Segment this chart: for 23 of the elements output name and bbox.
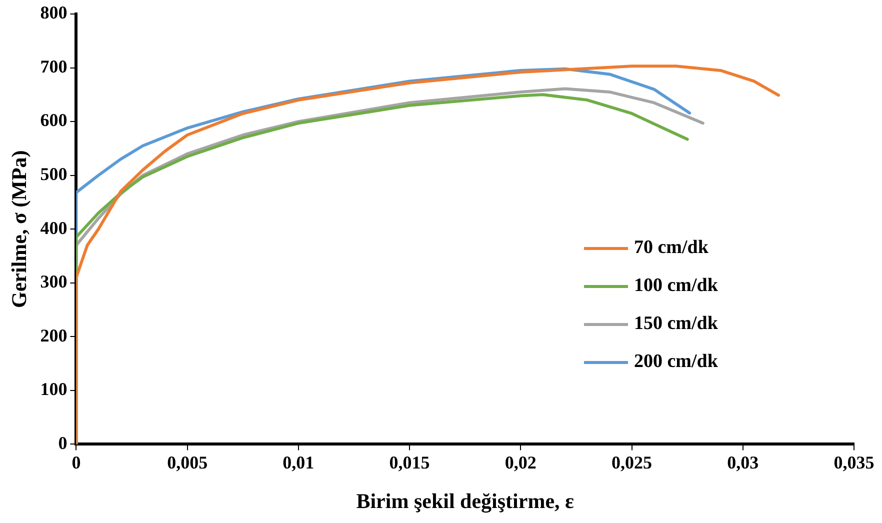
- x-tick-label: 0,03: [727, 452, 759, 473]
- legend-label: 100 cm/dk: [634, 275, 718, 298]
- x-tick-label: 0: [72, 452, 81, 473]
- y-tick-label: 400: [40, 218, 68, 238]
- y-tick-label: 600: [40, 110, 68, 130]
- x-tick-label: 0,015: [389, 452, 430, 473]
- x-tick-label: 0,01: [282, 452, 314, 473]
- y-tick-label: 700: [40, 56, 68, 76]
- y-tick-label: 800: [40, 2, 68, 23]
- legend-label: 70 cm/dk: [634, 237, 708, 260]
- x-tick-label: 0,025: [612, 452, 652, 473]
- x-axis-title: Birim şekil değiştirme, ε: [356, 488, 574, 513]
- y-axis-title: Gerilme, σ (MPa): [7, 150, 32, 308]
- legend-label: 150 cm/dk: [634, 313, 718, 336]
- x-tick-label: 0,02: [504, 452, 536, 473]
- y-tick-label: 200: [40, 325, 68, 346]
- y-tick-label: 300: [40, 272, 68, 292]
- y-tick-label: 0: [58, 432, 68, 453]
- y-tick-label: 500: [40, 164, 68, 184]
- x-tick-label: 0,035: [834, 452, 874, 473]
- legend-label: 200 cm/dk: [634, 351, 718, 374]
- x-tick-label: 0,005: [167, 452, 208, 473]
- y-tick-label: 100: [40, 379, 68, 400]
